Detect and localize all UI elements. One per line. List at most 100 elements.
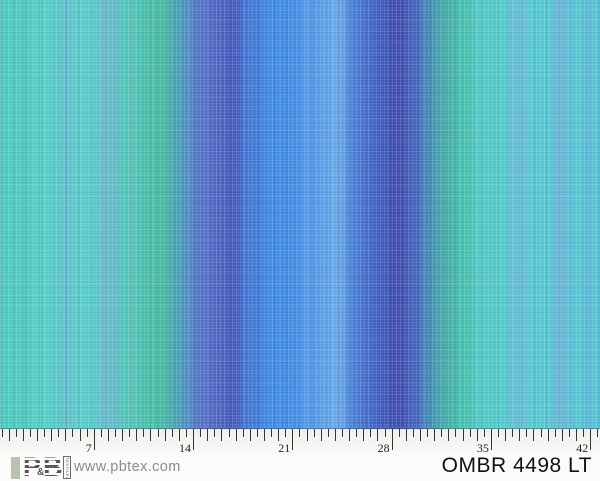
caption-row: PB & TEXTILES www.pbtex.com OMBR 4498 LT bbox=[0, 452, 600, 481]
ruler-tick bbox=[554, 429, 556, 437]
ruler-tick bbox=[37, 429, 38, 441]
ruler-tick bbox=[512, 429, 514, 437]
ruler-tick bbox=[483, 429, 485, 437]
fabric-streak bbox=[440, 0, 458, 428]
ruler-tick bbox=[462, 429, 464, 441]
ruler-tick bbox=[193, 429, 194, 450]
ruler-tick bbox=[65, 429, 67, 441]
ruler-tick bbox=[129, 429, 131, 437]
fabric-streak bbox=[58, 0, 74, 428]
fabric-warp-texture bbox=[0, 0, 600, 428]
logo-accent-bar bbox=[11, 457, 20, 479]
ruler-tick bbox=[242, 429, 244, 437]
ruler-tick bbox=[597, 429, 599, 437]
ruler-number: 7 bbox=[85, 441, 92, 455]
fabric-streak bbox=[76, 0, 82, 428]
ruler-tick bbox=[455, 429, 457, 437]
ruler-tick bbox=[320, 429, 322, 441]
ruler-tick bbox=[313, 429, 315, 437]
ruler-tick bbox=[412, 429, 414, 437]
ruler-tick bbox=[547, 429, 549, 441]
ruler-tick bbox=[178, 429, 180, 441]
ruler-tick bbox=[58, 429, 60, 437]
ruler-tick bbox=[519, 429, 521, 441]
ruler-tick bbox=[341, 429, 343, 437]
ruler-tick bbox=[441, 429, 443, 437]
measuring-ruler: 7 14 21 28 35 42 bbox=[0, 429, 600, 457]
ruler-number: 28 bbox=[377, 441, 390, 455]
ruler-tick bbox=[498, 429, 499, 437]
logo-letter-b: B bbox=[43, 452, 65, 481]
ruler-tick bbox=[122, 429, 124, 441]
ruler-tick bbox=[271, 429, 272, 437]
ruler-tick bbox=[221, 429, 223, 441]
ruler-tick bbox=[427, 429, 428, 437]
ruler-tick bbox=[299, 429, 301, 437]
ruler-tick bbox=[334, 429, 336, 441]
fabric-streak bbox=[552, 0, 570, 428]
ruler-tick bbox=[469, 429, 471, 437]
fabric-streak bbox=[508, 0, 526, 428]
ruler-tick bbox=[278, 429, 280, 441]
ruler-tick bbox=[590, 429, 592, 450]
ruler-tick bbox=[384, 429, 386, 437]
ruler-tick bbox=[391, 429, 393, 450]
ruler-tick bbox=[79, 429, 81, 441]
ruler-tick bbox=[405, 429, 407, 441]
ruler-tick bbox=[285, 429, 287, 437]
logo-textiles-vertical-text: TEXTILES bbox=[63, 456, 71, 479]
ruler-tick bbox=[356, 429, 358, 437]
ruler-tick bbox=[349, 429, 350, 441]
ruler-tick bbox=[370, 429, 372, 437]
ruler-tick bbox=[136, 429, 138, 441]
ruler-tick bbox=[505, 429, 507, 441]
fabric-streak bbox=[360, 0, 370, 428]
ruler-tick bbox=[107, 429, 109, 441]
ruler-tick bbox=[15, 429, 17, 437]
ruler-number: 21 bbox=[278, 441, 291, 455]
ruler-tick bbox=[568, 429, 570, 437]
ruler-caption-panel: 7 14 21 28 35 42 PB & TEXTILES www.pbtex.com … bbox=[0, 429, 600, 481]
ruler-tick bbox=[86, 429, 88, 437]
ruler-tick bbox=[214, 429, 216, 437]
ruler-tick bbox=[207, 429, 209, 441]
ombre-fabric bbox=[0, 0, 600, 429]
fabric-streak bbox=[412, 0, 420, 428]
ruler-tick bbox=[292, 429, 294, 450]
ruler-tick bbox=[448, 429, 450, 441]
ruler-tick bbox=[157, 429, 159, 437]
ruler-tick bbox=[1, 429, 3, 437]
fabric-streak bbox=[584, 0, 594, 428]
ruler-tick bbox=[8, 429, 10, 441]
ruler-tick bbox=[228, 429, 230, 437]
ruler-tick bbox=[72, 429, 74, 437]
logo-ampersand: & bbox=[37, 467, 45, 478]
fabric-streak bbox=[458, 0, 472, 428]
fabric-streak bbox=[128, 0, 134, 428]
ruler-number: 14 bbox=[179, 441, 191, 455]
ruler-tick bbox=[171, 429, 173, 437]
ruler-tick bbox=[263, 429, 265, 441]
fabric-streak bbox=[146, 0, 168, 428]
fabric-streak bbox=[226, 0, 242, 428]
ruler-tick bbox=[100, 429, 102, 437]
ruler-tick bbox=[235, 429, 237, 441]
ruler-tick bbox=[377, 429, 379, 441]
ruler-number: 35 bbox=[476, 441, 489, 455]
ruler-tick bbox=[22, 429, 24, 441]
ruler-tick bbox=[143, 429, 145, 437]
ruler-tick bbox=[249, 429, 251, 441]
ruler-tick bbox=[583, 429, 585, 437]
fabric-streak bbox=[98, 0, 118, 428]
fabric-streak bbox=[252, 0, 260, 428]
ruler-tick bbox=[51, 429, 53, 441]
ruler-tick bbox=[44, 429, 45, 437]
fabric-streak bbox=[20, 0, 28, 428]
ruler-tick bbox=[526, 429, 528, 437]
ruler-tick bbox=[434, 429, 436, 441]
ruler-tick bbox=[398, 429, 400, 437]
ruler-tick bbox=[533, 429, 535, 441]
ruler-tick bbox=[256, 429, 258, 437]
fabric-streak bbox=[196, 0, 210, 428]
